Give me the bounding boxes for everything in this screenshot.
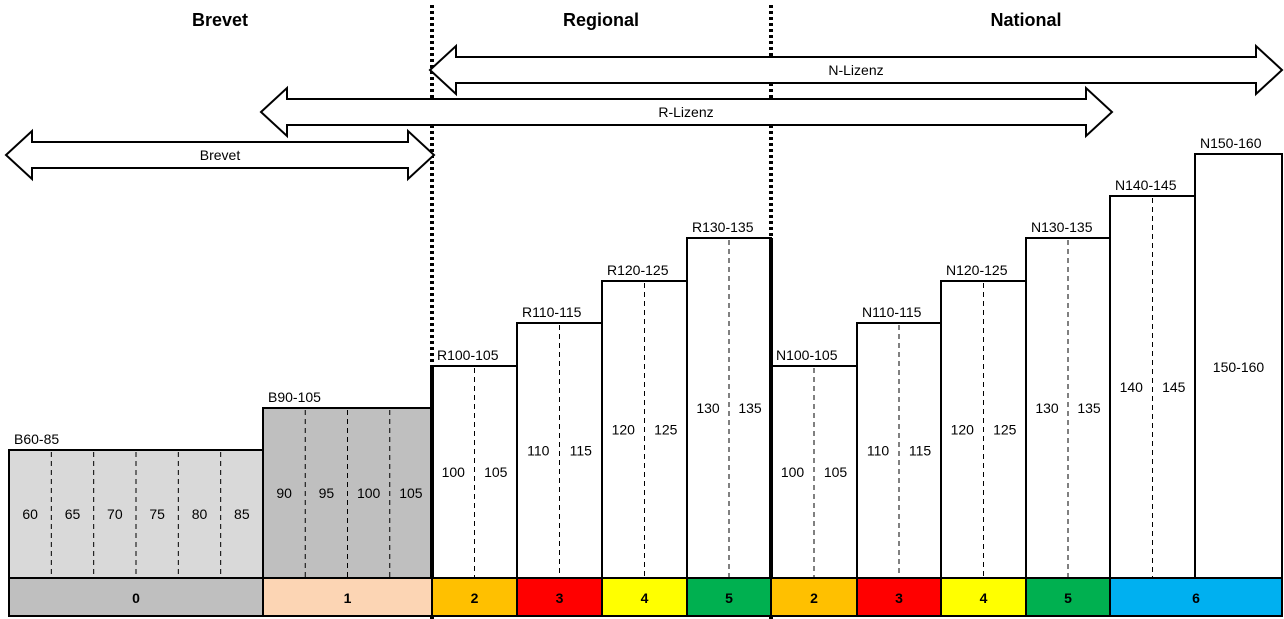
height-value: 120 [951, 422, 975, 438]
height-value: 125 [993, 422, 1017, 438]
level-cell-label: 5 [725, 590, 733, 606]
height-value: 110 [527, 443, 550, 459]
level-cell: 2 [770, 577, 858, 617]
block-n110-115: 110 115 N110-115 [856, 304, 942, 579]
block-n100-105: 100 105 N100-105 [770, 347, 858, 579]
height-value: 95 [319, 485, 335, 501]
arrow-n-lizenz: N-Lizenz [428, 43, 1284, 97]
arrow-r-lizenz: R-Lizenz [259, 85, 1114, 139]
level-cell: 0 [8, 577, 264, 617]
height-value: 90 [276, 485, 292, 501]
height-value: 100 [442, 464, 466, 480]
height-value: 70 [107, 506, 123, 522]
level-cell-label: 6 [1192, 590, 1200, 606]
height-value: 130 [1035, 400, 1059, 416]
level-cell: 4 [601, 577, 688, 617]
block-rect [8, 449, 264, 579]
height-value: 150-160 [1213, 359, 1265, 375]
level-cell-rect [601, 577, 688, 617]
height-value: 120 [612, 422, 636, 438]
level-cell-label: 2 [810, 590, 818, 606]
block-r130-135: 130 135 R130-135 [686, 219, 772, 579]
block-n120-125: 120 125 N120-125 [940, 262, 1027, 579]
level-cell-label: 5 [1064, 590, 1072, 606]
section-title-national: National [990, 10, 1061, 30]
block-n130-135: 130 135 N130-135 [1025, 219, 1111, 579]
block-label: N140-145 [1115, 177, 1177, 193]
height-value: 135 [1077, 400, 1101, 416]
level-cell-rect [1109, 577, 1283, 617]
block-r120-125: 120 125 R120-125 [601, 262, 688, 579]
height-value: 65 [65, 506, 81, 522]
height-value: 115 [909, 443, 932, 459]
level-cell: 5 [1025, 577, 1111, 617]
block-label: R130-135 [692, 219, 754, 235]
arrow-label-r-lizenz: R-Lizenz [658, 104, 713, 120]
block-label: N120-125 [946, 262, 1008, 278]
arrow-label-brevet: Brevet [200, 147, 241, 163]
level-cell-rect [8, 577, 264, 617]
level-cell-rect [1025, 577, 1111, 617]
level-cell: 4 [940, 577, 1027, 617]
level-cell-rect [262, 577, 433, 617]
level-cell: 2 [431, 577, 518, 617]
block-label: B60-85 [14, 431, 59, 447]
block-label: N100-105 [776, 347, 838, 363]
level-cell-rect [770, 577, 858, 617]
height-value: 75 [149, 506, 165, 522]
level-cell-label: 3 [556, 590, 564, 606]
height-value: 130 [696, 400, 720, 416]
level-cell-label: 0 [132, 590, 140, 606]
level-cell-label: 1 [344, 590, 352, 606]
height-value: 100 [781, 464, 805, 480]
block-b90-105: 90 95 100 105 B90-105 [262, 389, 433, 579]
level-cell: 3 [516, 577, 603, 617]
height-value: 110 [867, 443, 890, 459]
height-value: 145 [1162, 379, 1186, 395]
level-cell-rect [856, 577, 942, 617]
block-label: R120-125 [607, 262, 669, 278]
section-title-brevet: Brevet [192, 10, 248, 30]
block-label: R100-105 [437, 347, 499, 363]
level-cell-label: 3 [895, 590, 903, 606]
block-label: N110-115 [862, 304, 922, 320]
height-value: 140 [1120, 379, 1144, 395]
block-r110-115: 110 115 R110-115 [516, 304, 603, 579]
level-cell-label: 4 [980, 590, 988, 606]
level-cell-label: 4 [641, 590, 649, 606]
block-n150-160: 150-160 N150-160 [1194, 135, 1283, 579]
block-label: N150-160 [1200, 135, 1262, 151]
level-cell-rect [431, 577, 518, 617]
level-cell: 1 [262, 577, 433, 617]
level-cell: 6 [1109, 577, 1283, 617]
height-value: 100 [357, 485, 381, 501]
block-label: R110-115 [522, 304, 582, 320]
level-cell: 5 [686, 577, 772, 617]
height-value: 135 [738, 400, 762, 416]
arrow-label-n-lizenz: N-Lizenz [828, 62, 883, 78]
height-value: 105 [399, 485, 423, 501]
level-cell-rect [686, 577, 772, 617]
block-r100-105: 100 105 R100-105 [431, 347, 518, 579]
height-value: 105 [824, 464, 848, 480]
block-label: N130-135 [1031, 219, 1093, 235]
level-cell: 3 [856, 577, 942, 617]
height-value: 125 [654, 422, 678, 438]
block-label: B90-105 [268, 389, 321, 405]
height-value: 115 [570, 443, 593, 459]
level-bar: 0 1 2 3 4 5 2 3 4 5 6 [8, 577, 1283, 617]
height-value: 85 [234, 506, 250, 522]
block-b60-85: 60 65 70 75 80 85 B60-85 [8, 431, 264, 579]
level-cell-label: 2 [471, 590, 479, 606]
section-title-regional: Regional [563, 10, 639, 30]
height-value: 80 [192, 506, 208, 522]
height-value: 60 [22, 506, 38, 522]
height-value: 105 [484, 464, 508, 480]
arrow-brevet: Brevet [4, 128, 436, 182]
level-cell-rect [940, 577, 1027, 617]
block-n140-145: 140 145 N140-145 [1109, 177, 1196, 579]
